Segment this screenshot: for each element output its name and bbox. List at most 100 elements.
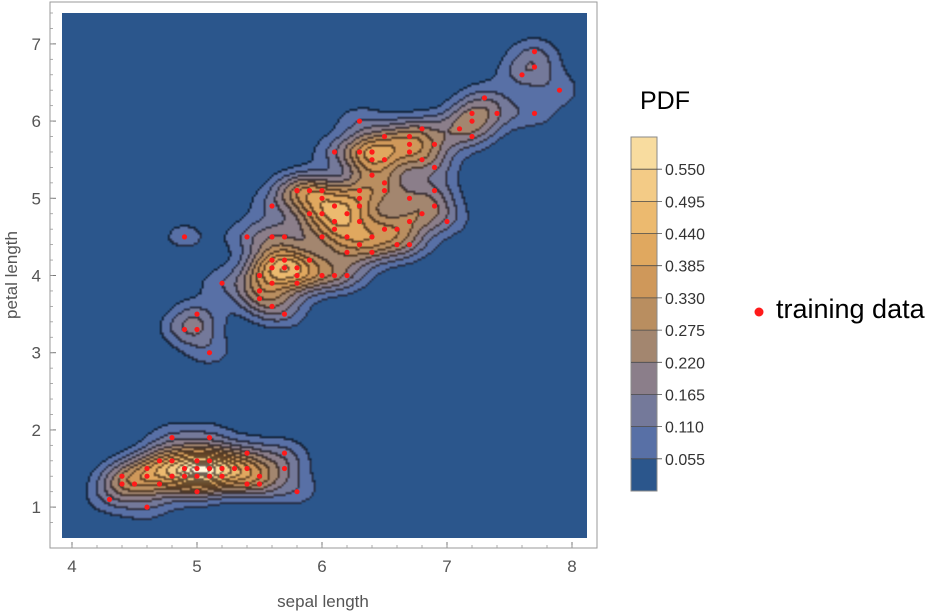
data-point [331,226,338,232]
data-point [194,326,200,333]
colorbar-band [631,458,657,492]
data-point [331,272,338,279]
data-point [406,242,413,248]
y-tick-label: 1 [32,498,41,517]
data-point [281,465,288,472]
colorbar-tick-label: 0.220 [665,355,705,372]
data-point [306,257,313,263]
data-point [344,211,350,217]
data-point [281,450,288,456]
data-point [406,195,413,201]
data-point [369,157,375,163]
data-point [494,110,500,116]
data-point [381,188,388,194]
data-point [419,211,425,217]
data-point [181,473,188,479]
data-point [169,458,175,464]
data-point [206,473,213,479]
data-point [519,72,525,78]
y-tick-label: 2 [32,421,41,440]
data-point [356,218,363,225]
colorbar-tick-label: 0.275 [665,323,705,340]
colorbar-tick-label: 0.385 [665,259,705,276]
data-point [306,211,313,217]
data-point [269,303,275,309]
data-point [331,203,338,209]
data-point [394,242,400,248]
data-point [256,473,263,479]
data-point [469,110,475,116]
data-point [356,203,363,209]
x-tick-label: 4 [67,557,76,576]
data-point [319,272,325,279]
data-point [356,149,363,155]
colorbar-tick-label: 0.495 [665,194,705,211]
data-point [406,218,413,225]
data-point [256,481,263,487]
data-point [181,234,188,240]
data-point [194,465,200,472]
data-point [219,280,225,286]
y-axis-title: petal length [2,231,21,319]
data-point [531,64,538,70]
data-point [344,234,350,240]
data-point [444,218,450,225]
data-point [419,157,425,163]
data-point [256,296,263,302]
legend-marker [754,307,764,317]
data-point [406,141,413,147]
data-point [269,234,275,240]
data-point [319,195,325,201]
colorbar-band [631,169,657,202]
legend-label: training data [776,294,926,324]
data-point [256,288,263,294]
data-point [244,450,250,456]
data-point [431,188,438,194]
colorbar-tick-label: 0.550 [665,162,705,179]
y-tick-label: 3 [32,344,41,363]
x-tick-label: 8 [567,557,576,576]
data-point [194,473,200,479]
data-point [294,265,300,271]
y-tick-label: 6 [32,112,41,131]
data-point [281,234,288,240]
data-point [219,465,225,472]
colorbar-band [631,233,657,267]
x-tick-label: 7 [442,557,451,576]
data-point [381,180,388,186]
colorbar-band [631,265,657,299]
colorbar-frame [630,136,658,492]
colorbar: 0.055 0.110 0.165 0.220 0.275 0.330 0.385 0.440… [630,136,705,492]
data-point [381,157,388,163]
data-point [431,164,438,170]
data-point [269,203,275,209]
data-point [531,49,538,55]
x-axis: 4 5 6 7 8 [67,542,577,576]
data-point [431,203,438,209]
data-point [256,272,263,279]
data-point [106,496,113,502]
data-point [269,280,275,286]
colorbar-band [631,201,657,235]
y-tick-label: 7 [32,35,41,54]
data-point [156,458,163,464]
data-point [194,311,200,317]
colorbar-tick-label: 0.330 [665,291,705,308]
colorbar-band [631,297,657,331]
data-point [194,458,200,464]
data-point [369,249,375,255]
data-point [369,149,375,155]
data-point [319,188,325,194]
data-point [244,465,250,472]
data-point [469,118,475,124]
data-point [481,95,488,101]
data-point [144,504,150,510]
data-point [381,133,388,140]
data-point [356,242,363,248]
data-point [206,435,213,441]
data-point [269,265,275,271]
colorbar-band [631,330,657,363]
data-point [156,481,163,487]
data-point [244,481,250,487]
data-point [169,473,175,479]
